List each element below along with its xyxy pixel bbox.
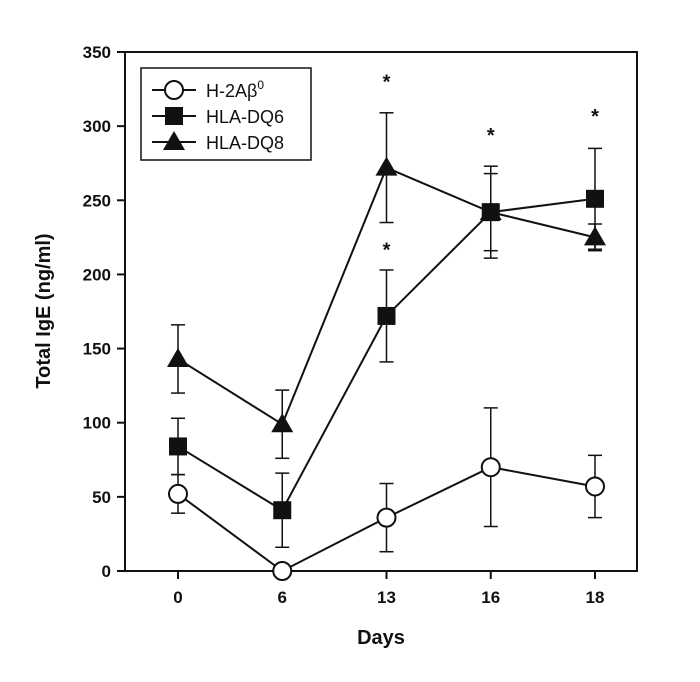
- data-point: [167, 347, 189, 367]
- y-axis-title: Total IgE (ng/ml): [33, 233, 55, 388]
- legend-marker: [163, 131, 185, 150]
- x-tick-label: 18: [586, 588, 605, 607]
- data-point: [375, 156, 398, 176]
- y-tick-label: 0: [102, 562, 111, 581]
- data-point: [586, 189, 604, 208]
- data-point: [479, 201, 502, 221]
- data-point: [584, 226, 606, 246]
- legend-label: HLA-DQ6: [206, 107, 284, 127]
- y-tick-label: 350: [83, 43, 111, 62]
- x-axis-title: Days: [357, 627, 405, 649]
- y-tick-label: 250: [83, 191, 111, 210]
- x-tick-label: 0: [173, 588, 182, 607]
- plot-frame: [124, 51, 638, 572]
- data-point: [377, 306, 396, 325]
- legend-marker: [164, 80, 184, 100]
- legend-label: H-2Aβ0: [206, 78, 264, 101]
- data-point: [272, 561, 293, 581]
- x-tick-label: 6: [278, 588, 287, 607]
- data-point: [273, 501, 292, 520]
- y-tick-label: 300: [83, 117, 111, 136]
- data-point: [168, 483, 188, 504]
- series-0: [168, 407, 605, 581]
- data-point: [480, 457, 501, 478]
- data-point: [376, 507, 397, 528]
- legend-label: HLA-DQ8: [206, 133, 284, 153]
- x-tick-label: 16: [481, 588, 500, 607]
- significance-asterisk: *: [383, 72, 391, 94]
- y-tick-label: 200: [83, 265, 111, 284]
- legend-marker: [165, 107, 183, 125]
- y-tick-label: 50: [92, 488, 111, 507]
- significance-asterisk: *: [487, 125, 495, 147]
- data-point: [585, 476, 605, 497]
- significance-asterisk: *: [383, 239, 391, 261]
- data-point: [169, 437, 187, 456]
- y-tick-label: 100: [83, 414, 111, 433]
- series-2: [167, 112, 606, 460]
- significance-asterisk: *: [591, 106, 599, 128]
- data-point: [271, 413, 294, 433]
- legend: H-2Aβ0 HLA-DQ6 HLA-DQ8: [140, 67, 312, 161]
- x-tick-label: 13: [377, 588, 396, 607]
- y-tick-label: 150: [83, 340, 111, 359]
